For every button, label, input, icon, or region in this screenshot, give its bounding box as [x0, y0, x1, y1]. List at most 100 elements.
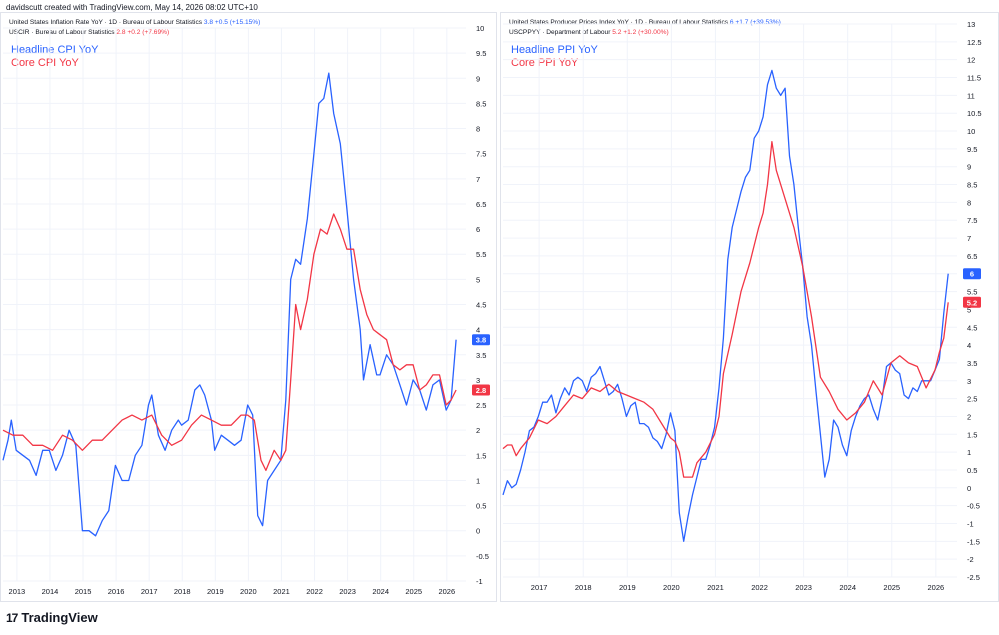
cpi-plot-area[interactable]: -1 -0.5 0 0.5 1 1.5 2 2.5 3 3.5 4 4.5 5 5.5 6 6.5 7 7.5 8 8… — [1, 13, 498, 603]
y-tick-label: 11 — [967, 91, 975, 100]
y-tick-label: 5 — [476, 275, 480, 284]
ppi-chart-panel[interactable]: United States Producer Prices Index YoY … — [500, 12, 999, 602]
core-series-line[interactable] — [502, 141, 949, 478]
x-tick-label: 2020 — [663, 583, 680, 592]
y-tick-label: 8 — [476, 125, 480, 134]
y-tick-label: 2 — [476, 426, 480, 435]
headline-series-line[interactable] — [502, 69, 949, 542]
y-tick-label: 8.5 — [967, 181, 977, 190]
x-tick-label: 2016 — [108, 587, 125, 596]
y-tick-label: 6.5 — [476, 200, 486, 209]
y-tick-label: 3.5 — [967, 359, 977, 368]
core-last-value-badge: 5.2 — [963, 296, 981, 308]
y-tick-label: 3 — [476, 376, 480, 385]
y-tick-label: 2.5 — [476, 401, 486, 410]
y-tick-label: 4 — [476, 326, 480, 335]
tradingview-logo[interactable]: 17 TradingView — [6, 610, 98, 625]
core-cpi-header-value: 2.8 +0.2 (+7.69%) — [116, 29, 170, 36]
x-tick-label: 2023 — [339, 587, 356, 596]
y-tick-label: 7 — [967, 234, 971, 243]
ppi-plot-area[interactable]: -2.5-2-1.5-1-0.500.511.522.533.544.555.5… — [501, 13, 999, 603]
core-ppi-series-header: USCPPYY · Department of Labour 5.2 +1.2 … — [509, 29, 669, 36]
y-tick-label: -2 — [967, 555, 974, 564]
y-tick-label: 7 — [476, 175, 480, 184]
y-tick-label: 1.5 — [476, 451, 486, 460]
y-tick-label: 5 — [967, 305, 971, 314]
x-tick-label: 2023 — [795, 583, 812, 592]
x-tick-label: 2017 — [531, 583, 548, 592]
svg-text:5.2: 5.2 — [967, 298, 977, 307]
y-tick-label: 2.5 — [967, 395, 977, 404]
ppi-header-value: 6 +1.7 (+39.53%) — [729, 19, 781, 26]
core-last-value-badge: 2.8 — [472, 384, 490, 396]
x-tick-label: 2013 — [9, 587, 26, 596]
x-tick-label: 2019 — [619, 583, 636, 592]
legend-headline-ppi: Headline PPI YoY — [511, 44, 598, 56]
headline-last-value-badge: 6 — [963, 268, 981, 280]
x-tick-label: 2017 — [141, 587, 158, 596]
core-cpi-series-header: USCIR · Bureau of Labour Statistics 2.8 … — [9, 29, 169, 36]
y-tick-label: 9 — [967, 163, 971, 172]
y-tick-label: 6.5 — [967, 252, 977, 261]
cpi-header-name: United States Inflation Rate YoY · 1D · … — [9, 19, 203, 26]
y-tick-label: 4.5 — [967, 323, 977, 332]
cpi-chart-panel[interactable]: United States Inflation Rate YoY · 1D · … — [0, 12, 497, 602]
svg-text:6: 6 — [970, 270, 974, 279]
y-tick-label: 10.5 — [967, 109, 982, 118]
y-tick-label: 9.5 — [476, 49, 486, 58]
y-tick-label: 1.5 — [967, 430, 977, 439]
y-tick-label: -1 — [967, 519, 974, 528]
y-tick-label: 7.5 — [476, 150, 486, 159]
x-tick-label: 2024 — [372, 587, 389, 596]
x-tick-label: 2021 — [707, 583, 724, 592]
x-tick-label: 2022 — [751, 583, 768, 592]
y-tick-label: -0.5 — [967, 502, 980, 511]
y-tick-label: 11.5 — [967, 74, 981, 83]
y-tick-label: 2 — [967, 412, 971, 421]
y-tick-label: 8 — [967, 198, 971, 207]
y-tick-label: 4.5 — [476, 301, 486, 310]
y-tick-label: 3.5 — [476, 351, 486, 360]
headline-last-value-badge: 3.8 — [472, 334, 490, 346]
headline-series-line[interactable] — [2, 72, 457, 537]
y-tick-label: 1 — [967, 448, 971, 457]
y-tick-label: 0 — [476, 527, 480, 536]
cpi-header-value: 3.8 +0.5 (+15.15%) — [203, 19, 261, 26]
x-tick-label: 2025 — [405, 587, 422, 596]
y-tick-label: 9.5 — [967, 145, 977, 154]
y-tick-label: 7.5 — [967, 216, 977, 225]
y-tick-label: 12.5 — [967, 38, 982, 47]
y-tick-label: 0.5 — [476, 502, 486, 511]
x-tick-label: 2015 — [75, 587, 92, 596]
y-tick-label: 5.5 — [476, 250, 486, 259]
core-ppi-header-value: 5.2 +1.2 (+30.00%) — [612, 29, 669, 36]
x-tick-label: 2020 — [240, 587, 257, 596]
y-tick-label: 4 — [967, 341, 971, 350]
tradingview-logo-text: TradingView — [21, 610, 98, 625]
y-tick-label: 8.5 — [476, 99, 486, 108]
x-tick-label: 2021 — [273, 587, 290, 596]
svg-text:3.8: 3.8 — [476, 336, 486, 345]
y-tick-label: 13 — [967, 20, 975, 29]
x-tick-label: 2025 — [883, 583, 900, 592]
svg-text:2.8: 2.8 — [476, 386, 486, 395]
x-tick-label: 2024 — [839, 583, 856, 592]
y-tick-label: 5.5 — [967, 288, 977, 297]
x-tick-label: 2022 — [306, 587, 323, 596]
y-tick-label: 3 — [967, 377, 971, 386]
ppi-header-name: United States Producer Prices Index YoY … — [509, 19, 729, 26]
x-tick-label: 2019 — [207, 587, 224, 596]
x-tick-label: 2018 — [575, 583, 592, 592]
core-series-line[interactable] — [2, 213, 457, 472]
y-tick-label: 9 — [476, 74, 480, 83]
legend-core-cpi: Core CPI YoY — [11, 57, 79, 69]
cpi-series-header-1: United States Inflation Rate YoY · 1D · … — [9, 19, 260, 26]
x-tick-label: 2014 — [42, 587, 59, 596]
x-tick-label: 2026 — [438, 587, 455, 596]
y-tick-label: 0.5 — [967, 466, 977, 475]
tradingview-logo-icon: 17 — [6, 610, 18, 625]
y-tick-label: -0.5 — [476, 552, 489, 561]
chart-credit: davidscutt created with TradingView.com,… — [6, 3, 258, 12]
y-tick-label: 1 — [476, 476, 480, 485]
core-cpi-header-name: USCIR · Bureau of Labour Statistics — [9, 29, 115, 36]
